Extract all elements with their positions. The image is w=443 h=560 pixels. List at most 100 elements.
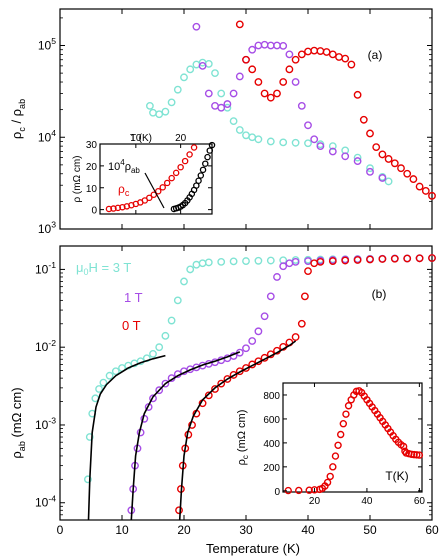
y-tick-label: 20 xyxy=(86,162,98,173)
data-point xyxy=(173,296,182,305)
data-point xyxy=(99,378,108,387)
panel-b-fit-line-0 xyxy=(87,354,166,521)
data-point xyxy=(149,349,157,358)
data-point xyxy=(217,89,226,98)
data-point xyxy=(300,292,309,301)
data-point xyxy=(328,50,337,59)
data-point xyxy=(254,135,263,144)
data-point xyxy=(415,254,424,263)
data-point xyxy=(229,89,238,98)
x-tick-label: 10 xyxy=(115,523,129,537)
data-point xyxy=(254,256,263,265)
data-point xyxy=(316,142,325,151)
data-point xyxy=(235,367,244,376)
data-point xyxy=(248,45,257,54)
data-point xyxy=(353,157,362,165)
data-point xyxy=(204,391,213,400)
data-point xyxy=(180,73,188,82)
y-tick-label: 30 xyxy=(86,140,98,151)
inset-b-x-axis-label: T(K) xyxy=(385,469,408,483)
data-point xyxy=(173,85,182,94)
data-point xyxy=(415,182,424,191)
data-point xyxy=(341,152,350,161)
data-point xyxy=(167,316,176,325)
data-point xyxy=(304,267,312,276)
data-point xyxy=(266,137,275,146)
data-point xyxy=(198,61,207,70)
data-point xyxy=(266,292,275,301)
x-axis-label: Temperature (K) xyxy=(206,541,300,556)
data-point xyxy=(353,90,362,99)
data-point xyxy=(167,98,176,107)
data-point xyxy=(154,187,162,195)
data-point xyxy=(217,257,226,266)
y-tick-label: 10-3 xyxy=(35,416,56,432)
inset-a-y-axis-label: ρ (mΩ cm) xyxy=(72,155,83,202)
data-point xyxy=(291,333,300,341)
data-point xyxy=(229,117,238,125)
data-point xyxy=(204,258,213,267)
data-point xyxy=(229,257,238,266)
data-point xyxy=(248,337,257,345)
y-tick-label: 10-1 xyxy=(35,260,56,276)
y-tick-label: 10 xyxy=(86,184,98,195)
panel-a-series-1 xyxy=(192,22,387,182)
data-point xyxy=(111,367,120,376)
data-point xyxy=(155,386,164,395)
data-point xyxy=(297,50,306,59)
x-tick-label: 20 xyxy=(309,496,321,507)
data-point xyxy=(310,135,319,144)
data-point xyxy=(266,256,275,265)
data-point xyxy=(366,164,374,173)
legend-entry-1T: 1 T xyxy=(124,290,143,305)
data-point xyxy=(235,126,244,134)
data-point xyxy=(235,20,244,29)
y-axis-label: ρc / ρab xyxy=(9,99,27,139)
data-point xyxy=(366,129,374,138)
data-point xyxy=(242,257,250,265)
data-point xyxy=(279,42,288,50)
data-point xyxy=(161,107,170,116)
data-point xyxy=(155,110,164,119)
data-point xyxy=(211,385,219,393)
legend-entry-0T: 0 T xyxy=(122,318,141,333)
data-point xyxy=(316,257,325,266)
data-point xyxy=(407,450,416,458)
data-point xyxy=(199,166,207,174)
data-point xyxy=(378,174,387,182)
y-tick-label: 104 xyxy=(38,128,56,144)
data-point xyxy=(168,174,175,182)
data-point xyxy=(326,472,334,481)
data-point xyxy=(254,78,263,86)
inset-a-series-1 xyxy=(105,144,198,213)
data-point xyxy=(291,138,300,147)
data-point xyxy=(223,100,232,108)
data-point xyxy=(163,179,171,187)
data-point xyxy=(341,256,350,265)
panel-b-label: (b) xyxy=(372,287,387,301)
inset-b-y-axis-label: ρc (mΩ cm) xyxy=(236,410,250,466)
data-point xyxy=(328,142,337,151)
data-point xyxy=(242,55,250,64)
y-tick-label: 10-4 xyxy=(35,493,56,509)
data-point xyxy=(85,433,94,441)
panel-a-series-2 xyxy=(235,20,436,200)
data-point xyxy=(399,442,408,451)
data-point xyxy=(254,327,263,336)
data-point xyxy=(217,103,226,112)
data-point xyxy=(242,344,250,353)
data-point xyxy=(378,150,387,159)
data-point xyxy=(172,169,180,177)
x-tick-label: 40 xyxy=(301,523,315,537)
data-point xyxy=(428,191,436,200)
data-point xyxy=(328,257,337,265)
data-point xyxy=(235,72,244,81)
data-point xyxy=(310,486,319,494)
data-point xyxy=(390,254,399,263)
data-point xyxy=(273,273,281,281)
data-point xyxy=(323,478,332,487)
data-point xyxy=(266,93,275,102)
inset-a-series-0 xyxy=(170,141,216,213)
data-point xyxy=(105,371,114,380)
data-point xyxy=(190,144,198,151)
